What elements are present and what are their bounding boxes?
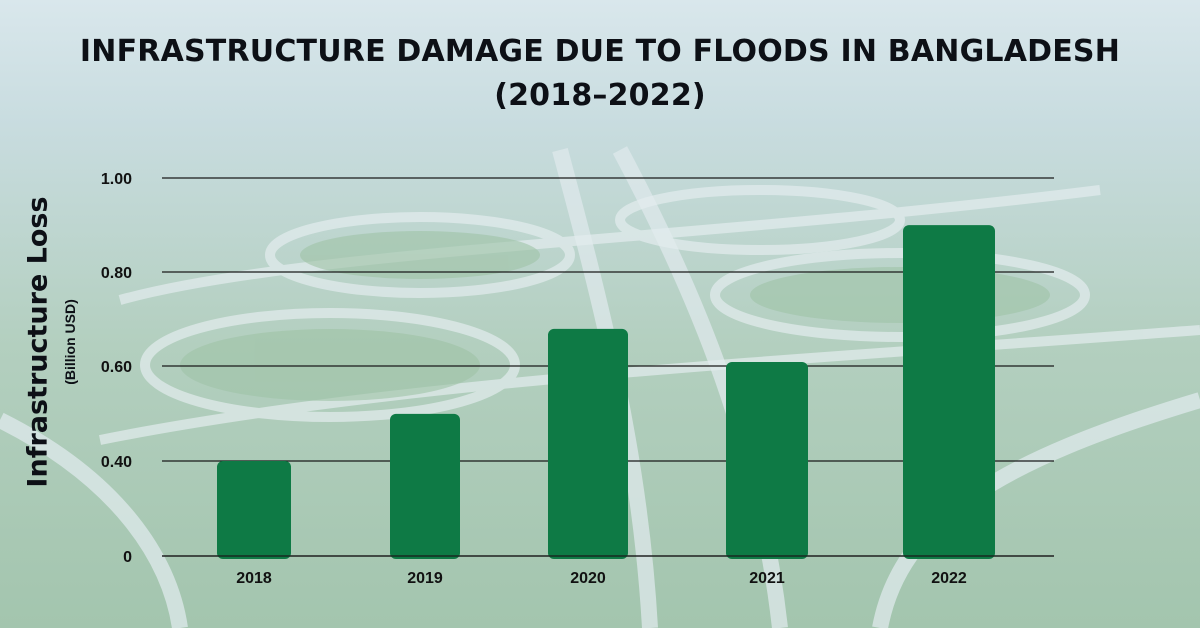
bar-2020 — [548, 328, 628, 559]
y-tick-label: 0.80 — [101, 265, 132, 282]
y-tick-label: 0.60 — [101, 359, 132, 376]
chart-title-line2: (2018–2022) — [494, 78, 706, 113]
x-tick-label: 2019 — [407, 570, 443, 587]
bar-2019 — [390, 413, 460, 559]
chart-title: INFRASTRUCTURE DAMAGE DUE TO FLOODS IN B… — [0, 30, 1200, 118]
x-tick-label: 2018 — [236, 570, 272, 587]
x-tick-label: 2021 — [749, 570, 785, 587]
y-tick-label: 1.00 — [101, 171, 132, 188]
y-tick-label: 0.40 — [101, 454, 132, 471]
x-tick-label: 2022 — [931, 570, 967, 587]
bar-2022 — [903, 225, 995, 559]
bar-2018 — [217, 461, 291, 559]
x-tick-label: 2020 — [570, 570, 606, 587]
bar-2021 — [726, 361, 808, 559]
chart-title-line1: INFRASTRUCTURE DAMAGE DUE TO FLOODS IN B… — [79, 34, 1121, 69]
y-tick-label: 0 — [123, 549, 132, 566]
